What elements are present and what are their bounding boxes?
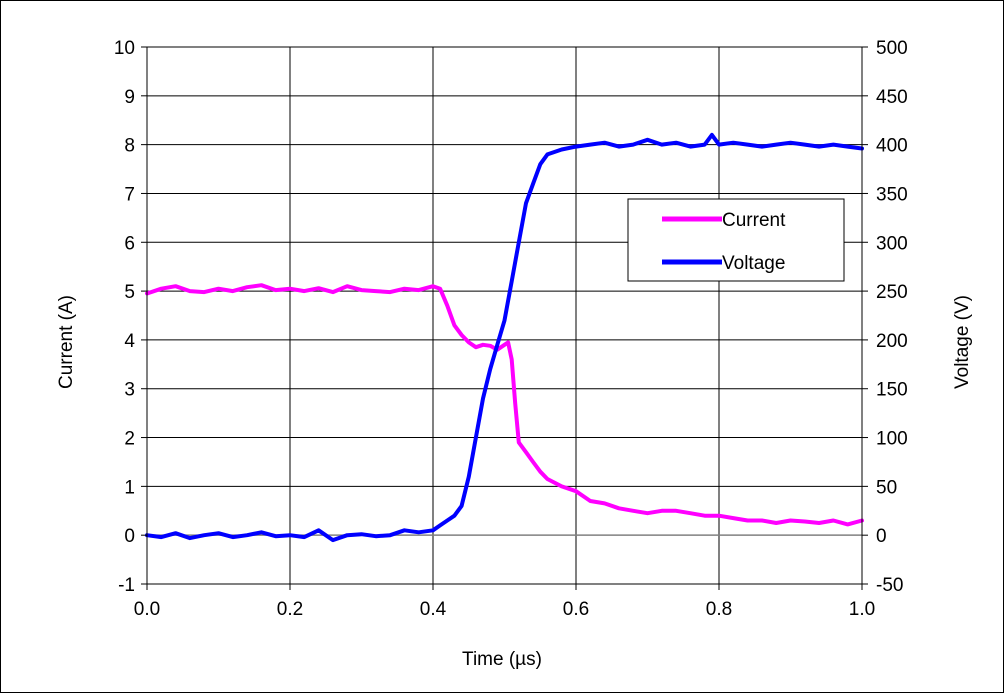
x-tick-label: 0.0 [134,599,160,620]
y-left-tick-label: 6 [124,233,135,254]
y-right-tick-label: 350 [876,184,908,205]
series-line-current [145,283,864,527]
x-tick-label: 1.0 [849,599,875,620]
x-tick-label: 0.4 [420,599,447,620]
legend: Current Voltage [627,198,845,282]
y-right-tick-label: -50 [876,575,903,596]
y-left-tick-label: 1 [124,477,135,498]
y-right-tick-label: 400 [876,136,908,157]
series-line-voltage [145,132,864,543]
y-left-tick-label: 9 [124,87,135,108]
x-tick-label: 0.8 [706,599,732,620]
y-right-tick-label: 0 [876,526,887,547]
x-tick-label: 0.6 [563,599,589,620]
y-right-tick-label: 100 [876,429,908,450]
y-left-tick-label: 5 [124,282,135,303]
tick-labels: -1 0 1 2 3 4 5 6 7 8 9 10 -50 0 50 100 150 200 250 300 350 40… [114,38,908,620]
y-left-tick-label: 10 [114,38,135,59]
y-left-tick-label: 3 [124,380,135,401]
x-axis-title: Time (µs) [462,649,542,670]
series-lines [145,132,864,543]
legend-label-current: Current [722,210,786,231]
y-right-tick-label: 500 [876,38,908,59]
y-right-tick-label: 150 [876,380,908,401]
y-right-tick-label: 250 [876,282,908,303]
y-right-tick-label: 300 [876,233,908,254]
y-left-tick-label: 8 [124,136,135,157]
plot-area-border [146,46,863,585]
y-right-tick-label: 450 [876,87,908,108]
y-axis-right-title: Voltage (V) [952,295,973,389]
legend-label-voltage: Voltage [722,253,785,274]
y-axis-left-title: Current (A) [56,295,77,389]
y-right-tick-label: 50 [876,477,897,498]
y-left-tick-label: 7 [124,184,135,205]
legend-box [627,198,845,282]
y-left-tick-label: 2 [124,429,135,450]
y-right-tick-label: 200 [876,331,908,352]
y-left-tick-label: 0 [124,526,135,547]
y-left-tick-label: 4 [124,331,135,352]
y-left-tick-label: -1 [118,575,135,596]
x-tick-label: 0.2 [277,599,303,620]
